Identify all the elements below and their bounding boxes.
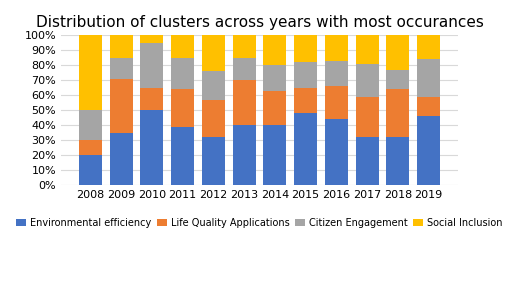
Bar — [202, 137, 225, 185]
Bar — [263, 65, 286, 91]
Bar — [263, 35, 286, 65]
Bar — [79, 35, 102, 110]
Bar — [79, 110, 102, 140]
Bar — [294, 62, 317, 88]
Bar — [417, 35, 440, 59]
Bar — [79, 140, 102, 155]
Bar — [141, 88, 163, 110]
Bar — [110, 35, 133, 58]
Bar — [356, 64, 378, 97]
Bar — [202, 71, 225, 100]
Bar — [171, 89, 194, 127]
Bar — [325, 35, 348, 61]
Bar — [417, 97, 440, 116]
Bar — [356, 137, 378, 185]
Bar — [417, 59, 440, 97]
Bar — [325, 86, 348, 119]
Bar — [386, 89, 409, 137]
Bar — [263, 125, 286, 185]
Bar — [233, 125, 256, 185]
Bar — [294, 88, 317, 113]
Bar — [325, 61, 348, 86]
Title: Distribution of clusters across years with most occurances: Distribution of clusters across years wi… — [36, 15, 483, 30]
Bar — [202, 100, 225, 137]
Bar — [417, 116, 440, 185]
Bar — [110, 133, 133, 185]
Bar — [294, 35, 317, 62]
Bar — [171, 35, 194, 58]
Bar — [263, 91, 286, 125]
Bar — [233, 80, 256, 125]
Bar — [202, 35, 225, 71]
Bar — [171, 127, 194, 185]
Bar — [141, 43, 163, 88]
Bar — [79, 155, 102, 185]
Bar — [110, 58, 133, 79]
Bar — [386, 35, 409, 70]
Bar — [171, 58, 194, 89]
Bar — [233, 58, 256, 80]
Bar — [141, 35, 163, 43]
Bar — [141, 110, 163, 185]
Bar — [356, 97, 378, 137]
Bar — [233, 35, 256, 58]
Bar — [386, 70, 409, 89]
Bar — [110, 79, 133, 133]
Bar — [386, 137, 409, 185]
Bar — [325, 119, 348, 185]
Bar — [356, 35, 378, 64]
Bar — [294, 113, 317, 185]
Legend: Environmental efficiency, Life Quality Applications, Citizen Engagement, Social : Environmental efficiency, Life Quality A… — [12, 214, 507, 232]
